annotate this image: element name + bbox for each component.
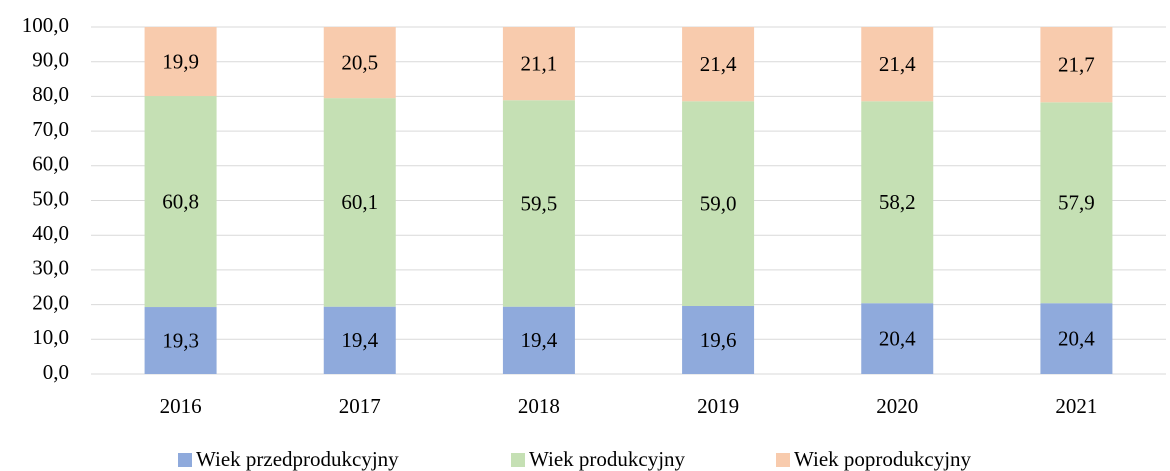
bar-segment (323, 27, 396, 99)
data-label: 58,2 (879, 190, 916, 214)
legend-label: Wiek przedprodukcyjny (196, 447, 399, 471)
y-tick-label: 50,0 (32, 186, 69, 210)
bar-segment (682, 27, 755, 102)
y-tick-label: 60,0 (32, 152, 69, 176)
bar-segment (144, 96, 217, 308)
bar-segment (861, 27, 934, 102)
y-tick-label: 0,0 (43, 360, 69, 384)
data-label: 21,4 (700, 52, 737, 76)
data-label: 60,8 (162, 189, 199, 213)
bar-segment (861, 101, 934, 304)
x-tick-label: 2016 (160, 394, 202, 418)
x-tick-label: 2017 (339, 394, 381, 418)
y-tick-label: 20,0 (32, 290, 69, 314)
legend-swatch (178, 453, 192, 467)
legend-swatch (511, 453, 525, 467)
x-tick-label: 2021 (1055, 394, 1097, 418)
data-label: 19,3 (162, 328, 199, 352)
bar-segment (144, 307, 217, 374)
data-label: 59,0 (700, 191, 737, 215)
legend-swatch (776, 453, 790, 467)
data-label: 21,4 (879, 52, 916, 76)
bar-segment (144, 27, 217, 97)
bar-segment (1040, 102, 1113, 304)
data-label: 57,9 (1058, 191, 1095, 215)
y-tick-label: 100,0 (22, 13, 69, 37)
data-label: 21,1 (521, 51, 558, 75)
bar-segment (682, 305, 755, 374)
bar-segment (323, 98, 396, 307)
data-label: 20,4 (879, 326, 916, 350)
bar-segment (502, 100, 575, 307)
data-label: 59,5 (521, 191, 558, 215)
bar-segment (323, 306, 396, 374)
y-tick-label: 10,0 (32, 325, 69, 349)
bar-segment (1040, 303, 1113, 374)
y-tick-label: 40,0 (32, 221, 69, 245)
y-tick-label: 80,0 (32, 82, 69, 106)
x-tick-label: 2019 (697, 394, 739, 418)
data-label: 60,1 (341, 190, 378, 214)
bar-segment (861, 303, 934, 374)
data-label: 20,5 (341, 50, 378, 74)
bar-segment (502, 27, 575, 101)
data-label: 20,4 (1058, 326, 1095, 350)
bar-segment (1040, 27, 1113, 103)
x-tick-label: 2018 (518, 394, 560, 418)
data-label: 21,7 (1058, 52, 1095, 76)
legend-label: Wiek produkcyjny (529, 447, 686, 471)
data-label: 19,4 (521, 328, 558, 352)
y-tick-label: 70,0 (32, 117, 69, 141)
x-tick-label: 2020 (876, 394, 918, 418)
legend-label: Wiek poprodukcyjny (794, 447, 972, 471)
y-tick-label: 90,0 (32, 48, 69, 72)
y-tick-label: 30,0 (32, 256, 69, 280)
bar-segment (502, 306, 575, 374)
data-label: 19,4 (341, 328, 378, 352)
data-label: 19,9 (162, 49, 199, 73)
bar-segment (682, 101, 755, 306)
data-label: 19,6 (700, 328, 737, 352)
